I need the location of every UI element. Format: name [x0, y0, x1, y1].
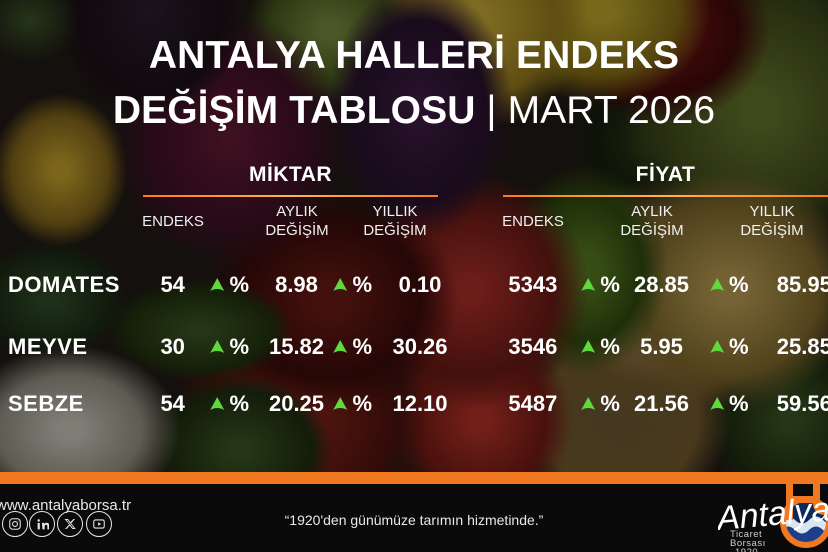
- svg-text:1920: 1920: [735, 547, 758, 552]
